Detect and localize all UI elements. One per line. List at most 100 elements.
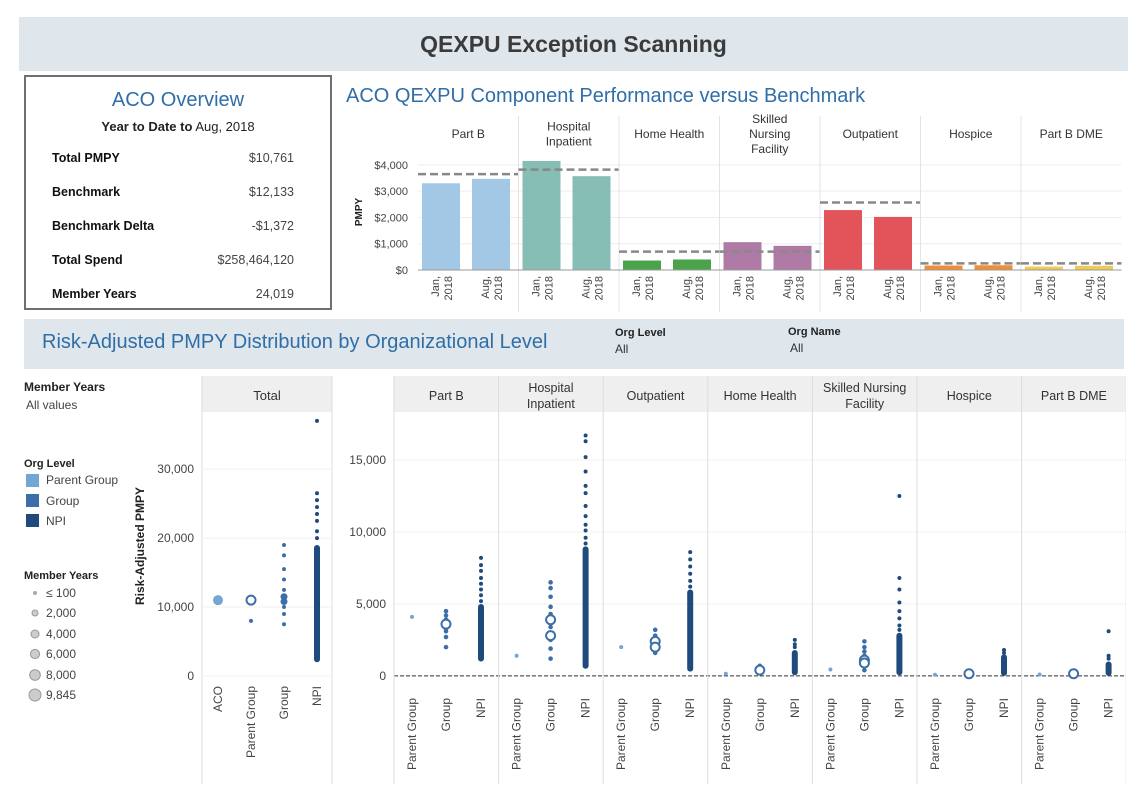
bar-x-tick-label: Aug,2018 [983, 276, 1008, 300]
bar-y-tick-label: $0 [396, 265, 408, 277]
dist-npi-point-cluster [791, 650, 798, 676]
bar-x-tick-label: Jan,2018 [732, 276, 757, 300]
total-point-parent-group [249, 618, 253, 623]
total-point-npi [315, 536, 319, 541]
dist-point-group [862, 649, 867, 654]
total-distribution-chart[interactable]: Total 0 10,000 20,000 30,000 Risk-Adjusted PM… [130, 376, 335, 784]
total-point-group [282, 567, 286, 572]
dist-panel-header: Part B DME [1041, 389, 1107, 403]
dist-x-tick-label: Parent Group [405, 698, 419, 770]
ytd-label: Year to Date to [101, 119, 193, 134]
dist-y-tick-label: 15,000 [349, 453, 386, 467]
dist-point-npi [1106, 629, 1111, 634]
bar-panel-header: Hospice [949, 127, 993, 141]
kpi-value-total-spend: $258,464,120 [217, 253, 294, 267]
dist-panel-header: Outpatient [627, 389, 685, 403]
legend-group[interactable]: Group [46, 494, 80, 508]
bar-y-tick-label: $1,000 [374, 239, 408, 251]
size-dot-100 [33, 591, 37, 595]
size-label-6000: 6,000 [46, 647, 77, 661]
distribution-title: Risk-Adjusted PMPY Distribution by Organ… [42, 331, 548, 353]
total-point-aco [213, 595, 223, 606]
kpi-label-benchmark-delta: Benchmark Delta [52, 219, 155, 233]
org-level-filter[interactable]: All [615, 342, 629, 356]
dist-point-npi [897, 609, 902, 614]
bar-outpatient-jan-2018 [824, 210, 862, 270]
dist-point-npi [792, 642, 797, 647]
member-years-filter[interactable]: All values [26, 398, 78, 412]
dist-point-npi [583, 514, 588, 519]
org-name-filter-label: Org Name [788, 326, 841, 338]
overview-title: ACO Overview [111, 89, 245, 111]
dist-panel-header: Part B [429, 389, 464, 403]
total-point-npi [315, 505, 319, 510]
dist-point-npi [897, 616, 902, 621]
dist-point-group [443, 628, 449, 634]
bar-part-b-aug-2018 [472, 178, 510, 270]
dist-x-tick-label: Parent Group [510, 698, 524, 770]
dist-point-npi [479, 576, 483, 581]
dist-x-tick-label: Group [544, 698, 558, 732]
total-point-group [282, 577, 286, 582]
dist-x-tick-label: NPI [997, 698, 1011, 718]
total-point-group [282, 587, 286, 592]
bar-x-tick-label: Jan,2018 [933, 276, 958, 300]
dist-point-npi [688, 557, 693, 562]
dist-panel-header: Skilled Nursing Facility [823, 381, 906, 411]
dist-point-parent-group [828, 667, 833, 672]
size-label-9845: 9,845 [46, 688, 77, 702]
distribution-header: Risk-Adjusted PMPY Distribution by Organ… [24, 319, 1124, 369]
dist-point-npi [479, 599, 483, 604]
total-x-tick-label: Parent Group [244, 686, 258, 758]
dist-point-npi [688, 550, 693, 555]
dist-npi-point-cluster [896, 632, 903, 676]
dist-point-npi [897, 576, 902, 581]
dist-point-group [548, 580, 553, 585]
bar-panel-header: Skilled Nursing Facility [749, 112, 790, 156]
dist-point-npi [897, 623, 902, 628]
bar-panel-header: Hospital Inpatient [546, 120, 593, 149]
dist-point-npi [479, 563, 483, 568]
total-point-group [282, 553, 286, 558]
dist-x-tick-label: Parent Group [1033, 698, 1047, 770]
bar-x-tick-label: Jan,2018 [1033, 276, 1058, 300]
dist-panel-header-bg [917, 376, 1022, 412]
dist-x-tick-label: NPI [683, 698, 697, 718]
dist-point-group [862, 644, 867, 650]
dist-y-tick-label: 0 [379, 669, 386, 683]
dist-npi-point-cluster [687, 589, 694, 672]
dist-panel-header-bg [394, 376, 499, 412]
dist-point-npi [792, 637, 797, 642]
bar-x-tick-label: Jan,2018 [631, 276, 656, 300]
dist-point-group-large [1068, 668, 1080, 680]
dist-x-tick-label: Parent Group [719, 698, 733, 770]
kpi-label-member-years: Member Years [52, 287, 137, 301]
total-y-axis-label: Risk-Adjusted PMPY [133, 487, 147, 605]
size-dot-4000 [30, 629, 40, 639]
kpi-value-total-pmpy: $10,761 [248, 151, 294, 165]
bar-panel-header: Part B [452, 127, 485, 141]
org-name-filter[interactable]: All [790, 341, 804, 355]
bar-x-tick-label: Aug,2018 [681, 276, 706, 300]
component-bar-chart[interactable]: $0 $1,000 $2,000 $3,000 $4,000 PMPY Part B Jan,… [340, 112, 1130, 317]
legend-npi[interactable]: NPI [46, 514, 67, 528]
dist-point-npi [583, 541, 588, 546]
dist-point-npi [1106, 653, 1111, 658]
dist-point-npi [1002, 650, 1006, 655]
size-dot-9845 [28, 688, 42, 702]
dist-point-npi [688, 564, 693, 569]
component-distribution-chart[interactable]: 0 5,000 10,000 15,000 Part B Parent Group Grou… [340, 376, 1126, 784]
dist-point-npi [479, 587, 483, 592]
dist-point-npi [688, 578, 693, 583]
size-legend-circles [28, 591, 42, 702]
dist-y-tick-label: 5,000 [356, 597, 386, 611]
size-dot-8000 [29, 669, 41, 681]
total-y-tick-label: 20,000 [157, 531, 194, 545]
dist-x-tick-label: NPI [788, 698, 802, 718]
total-npi-point-cluster [314, 545, 320, 663]
dist-x-tick-label: NPI [1102, 698, 1116, 718]
bar-y-axis-label: PMPY [354, 198, 365, 227]
total-point-npi [315, 518, 319, 523]
aco-overview-panel: ACO Overview Year to Date to Aug, 2018 T… [24, 75, 332, 310]
legend-parent-group[interactable]: Parent Group [46, 473, 119, 487]
